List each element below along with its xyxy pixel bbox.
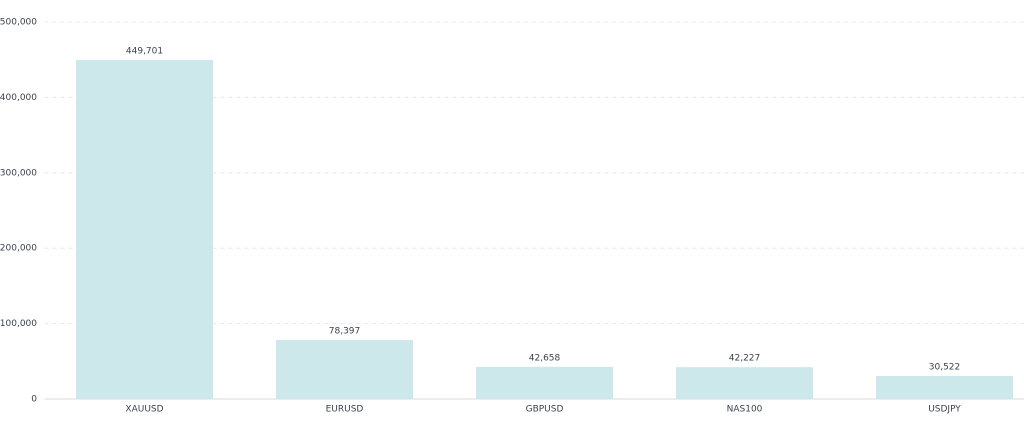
y-tick-label: 200,000 [0,244,37,254]
x-tick-label: EURUSD [326,405,364,415]
y-tick-label: 400,000 [0,93,37,103]
x-tick-label: USDJPY [928,405,961,415]
x-tick-label: XAUUSD [125,405,163,415]
bar [876,375,1013,399]
bar [676,367,813,399]
y-tick-label: 100,000 [0,319,37,329]
x-tick-label: GBPUSD [526,405,564,415]
value-label: 42,227 [729,354,761,364]
y-tick-label: 300,000 [0,168,37,178]
y-tick-label: 0 [31,395,37,405]
bar [476,366,613,399]
value-label: 30,522 [929,362,961,372]
value-label: 449,701 [126,46,163,56]
bar [76,59,213,399]
x-tick-label: NAS100 [727,405,763,415]
value-label: 78,397 [329,326,361,336]
y-tick-label: 500,000 [0,18,37,28]
bar [276,339,413,399]
value-label: 42,658 [529,353,561,363]
